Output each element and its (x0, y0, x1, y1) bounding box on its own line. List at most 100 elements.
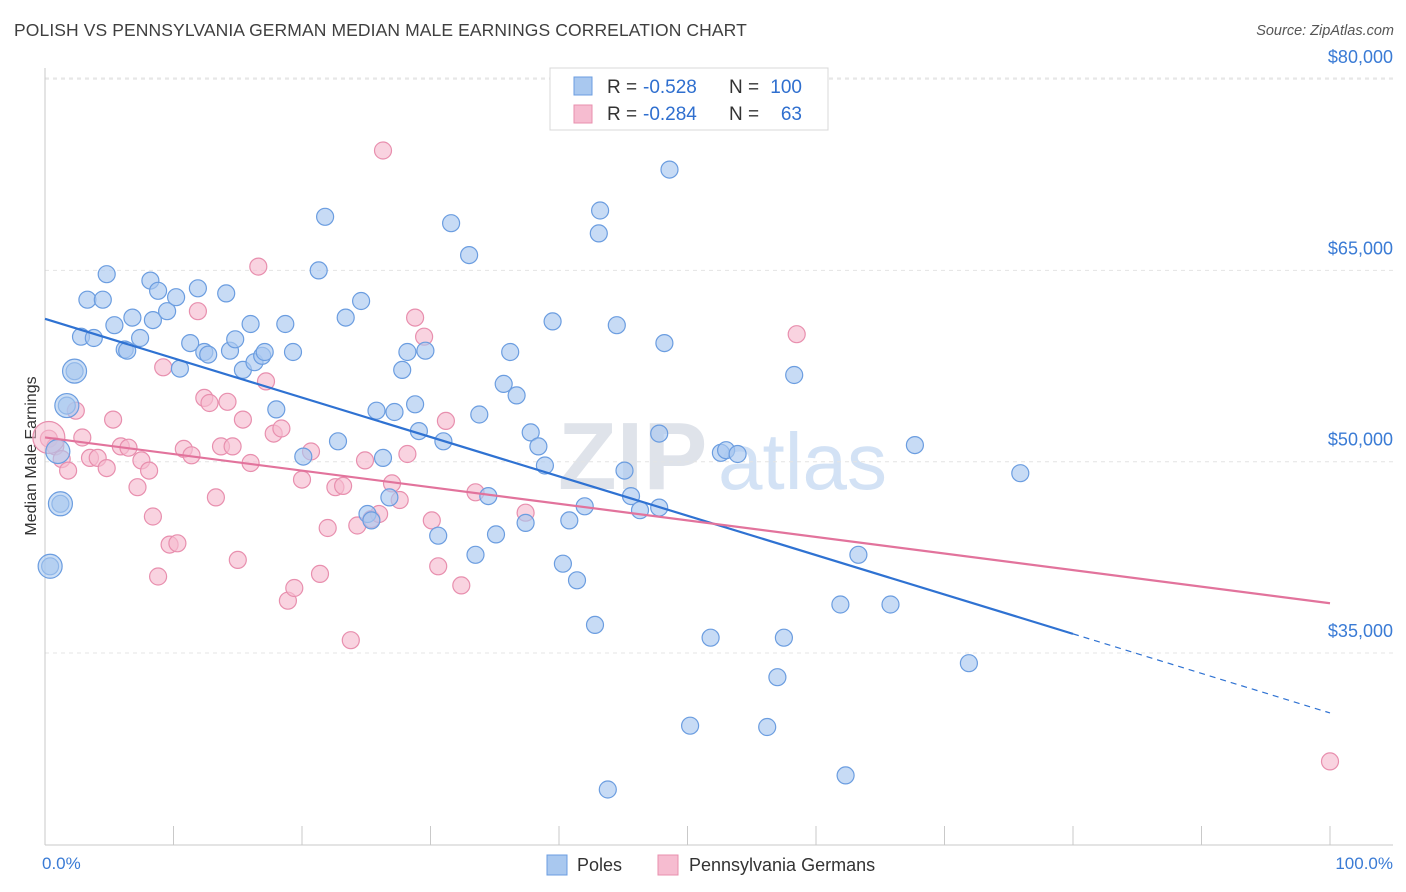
poles-point-67 (543, 312, 562, 331)
poles-point-23 (199, 345, 218, 364)
poles-point-38 (328, 432, 348, 451)
poles-point-99 (598, 780, 617, 799)
trend-lines (44, 317, 1331, 714)
poles-point-56 (466, 545, 485, 564)
poles-point-40 (352, 291, 371, 311)
poles-point-42 (362, 511, 381, 530)
poles-point-90 (774, 628, 794, 647)
poles-point-45 (380, 488, 399, 507)
legend-r-label-pennsylvania-germans: R = (607, 104, 637, 125)
watermark-atlas: atlas (718, 417, 887, 506)
pennsylvania-germans-point-8 (97, 459, 116, 478)
legend-r-value-poles: -0.528 (643, 77, 697, 98)
poles-point-69 (560, 511, 579, 530)
pennsylvania-germans-point-28 (223, 437, 242, 456)
poles-point-17 (158, 302, 177, 321)
bottom-legend-swatch-poles (546, 854, 568, 876)
poles-trend-extension (1072, 633, 1331, 714)
poles-point-75 (607, 316, 626, 335)
pennsylvania-germans-point-35 (272, 419, 291, 438)
y-axis-tick-labels: $35,000 $50,000 $65,000 $80,000 (1328, 47, 1393, 641)
pennsylvania-germans-point-29 (228, 550, 247, 570)
poles-point-26 (226, 330, 245, 349)
poles-point-97 (959, 654, 979, 673)
poles-point-82 (660, 160, 679, 179)
poles-point-28 (241, 314, 260, 334)
poles-point-93 (836, 766, 855, 785)
pennsylvania-germans-point-27 (218, 392, 237, 411)
poles-point-72 (585, 615, 605, 635)
poles-large-point-0 (37, 553, 63, 579)
bottom-legend-label-poles: Poles (577, 855, 622, 875)
poles-point-12 (123, 308, 142, 327)
poles-point-13 (131, 328, 150, 348)
source-label: Source: ZipAtlas.com (1256, 23, 1394, 39)
poles-point-33 (276, 314, 295, 334)
pennsylvania-germans-point-53 (406, 308, 425, 327)
pennsylvania-germans-point-32 (249, 257, 268, 276)
poles-point-68 (553, 554, 573, 573)
chart-title: POLISH VS PENNSYLVANIA GERMAN MEDIAN MAL… (14, 20, 747, 40)
poles-point-31 (255, 342, 274, 362)
pennsylvania-germans-point-14 (140, 461, 159, 480)
poles-point-15 (143, 311, 162, 330)
y-tick-label-50000: $50,000 (1328, 430, 1393, 450)
poles-point-34 (283, 342, 303, 362)
stats-legend-box (549, 67, 829, 131)
poles-point-96 (905, 436, 925, 455)
poles-point-48 (398, 342, 417, 362)
pennsylvania-germans-trend-line (44, 436, 1331, 605)
poles-point-21 (188, 279, 207, 298)
pennsylvania-germans-point-22 (188, 302, 207, 321)
pennsylvania-germans-point-24 (200, 393, 219, 413)
pennsylvania-germans-point-56 (429, 557, 448, 576)
poles-point-55 (460, 246, 479, 265)
y-axis-label: Median Male Earnings (23, 376, 40, 535)
poles-point-6 (84, 328, 103, 348)
poles-point-62 (507, 386, 526, 405)
pennsylvania-germans-point-44 (341, 631, 360, 650)
poles-point-81 (655, 334, 674, 353)
pennsylvania-germans-point-58 (452, 576, 471, 595)
poles-large-point-2 (54, 392, 80, 419)
legend-r-value-pennsylvania-germans: -0.284 (643, 104, 697, 125)
poles-point-9 (105, 316, 124, 335)
poles-point-91 (785, 365, 804, 385)
poles-large-point-3 (61, 358, 88, 384)
poles-point-35 (294, 447, 313, 466)
pennsylvania-germans-point-17 (154, 358, 173, 377)
legend-n-label-pennsylvania-germans: N = (729, 104, 759, 125)
legend-swatch-poles (573, 76, 593, 96)
poles-point-16 (149, 281, 168, 300)
poles-large-point-4 (45, 438, 71, 465)
pennsylvania-germans-point-61 (787, 325, 806, 344)
series-legend: Poles Pennsylvania Germans (546, 854, 875, 876)
bottom-legend-label-pennsylvania-germans: Pennsylvania Germans (689, 855, 875, 875)
poles-point-63 (516, 513, 535, 533)
poles-point-94 (849, 545, 868, 564)
poles-point-43 (367, 401, 386, 420)
y-tick-label-80000: $80,000 (1328, 47, 1393, 67)
poles-point-54 (442, 214, 461, 233)
poles-point-74 (590, 201, 610, 220)
legend-swatch-pennsylvania-germans (573, 104, 593, 124)
pennsylvania-germans-point-12 (128, 478, 147, 497)
poles-point-18 (167, 288, 186, 307)
pennsylvania-germans-point-46 (355, 451, 375, 470)
poles-point-84 (701, 628, 720, 647)
poles-point-88 (758, 717, 777, 737)
poles-point-20 (181, 334, 200, 353)
pennsylvania-germans-point-52 (398, 444, 417, 464)
poles-point-95 (881, 595, 900, 614)
pennsylvania-germans-point-41 (318, 518, 337, 538)
poles-point-37 (316, 207, 335, 226)
poles-point-79 (650, 424, 669, 443)
legend-n-value-poles: 100 (770, 77, 802, 98)
y-tick-label-35000: $35,000 (1328, 621, 1393, 641)
stats-legend: R = -0.528 N = 100 R = -0.284 N = 63 (549, 67, 829, 131)
poles-point-24 (217, 284, 236, 303)
poles-point-7 (93, 290, 112, 309)
legend-n-label-poles: N = (729, 77, 759, 98)
pennsylvania-germans-point-15 (143, 507, 162, 526)
poles-point-65 (529, 437, 548, 456)
